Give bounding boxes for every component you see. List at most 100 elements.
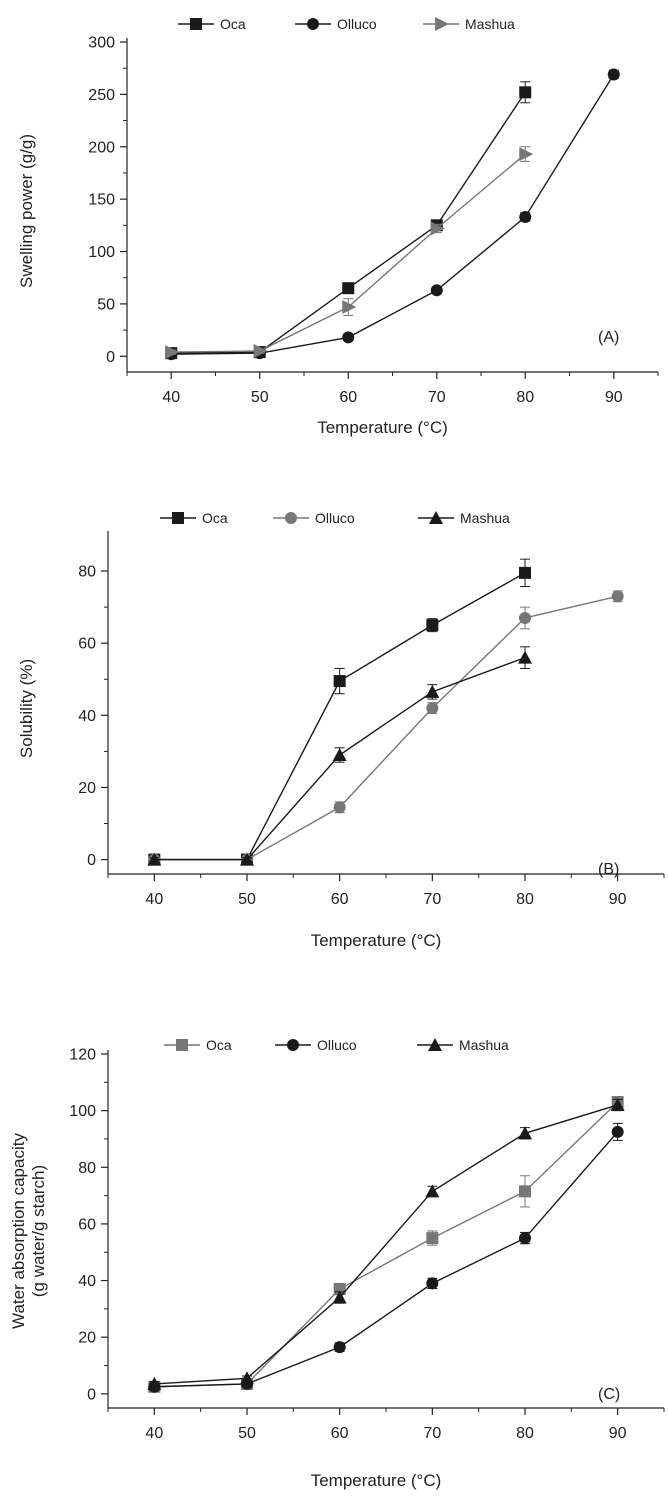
y-tick-label: 150 bbox=[88, 192, 115, 209]
data-point bbox=[518, 650, 532, 664]
legend-entry-olluco: Olluco bbox=[273, 510, 355, 526]
legend-entry-mashua: Mashua bbox=[417, 1037, 509, 1053]
legend-entry-olluco: Olluco bbox=[295, 16, 377, 32]
series-line bbox=[171, 153, 526, 353]
x-tick-label: 90 bbox=[605, 389, 623, 406]
y-tick-label: 50 bbox=[97, 296, 115, 313]
y-tick-label: 100 bbox=[69, 1103, 96, 1120]
y-tick-label: 60 bbox=[78, 636, 96, 653]
series-line bbox=[154, 1131, 619, 1388]
chart-panel-2: 40 50 60 70 80 90 0 20 40 60 80 Temperature (°C) Sol… bbox=[17, 510, 665, 950]
data-point bbox=[333, 801, 346, 814]
data-point bbox=[430, 284, 443, 297]
legend-entry-mashua: Mashua bbox=[423, 16, 515, 32]
data-point bbox=[519, 1232, 531, 1245]
x-tick-label: 50 bbox=[251, 389, 269, 406]
y-tick-label: 0 bbox=[87, 852, 96, 869]
data-point bbox=[425, 1184, 440, 1198]
series-line bbox=[154, 595, 618, 861]
data-point bbox=[240, 852, 254, 866]
series-line bbox=[154, 572, 526, 861]
x-tick-label: 60 bbox=[339, 389, 357, 406]
series-line bbox=[154, 1104, 618, 1385]
x-tick-label: 70 bbox=[423, 891, 441, 908]
data-point bbox=[519, 566, 531, 579]
legend-marker bbox=[172, 512, 184, 524]
y-tick-label: 100 bbox=[88, 244, 115, 261]
y-tick-label: 300 bbox=[88, 35, 115, 52]
data-point bbox=[147, 1376, 162, 1390]
y-axis-title: Swelling power (g/g) bbox=[17, 134, 36, 288]
chart-panel-3: 40 50 60 70 80 90 0 20 40 60 80 100 120 Temperature (… bbox=[9, 1037, 665, 1490]
data-point bbox=[426, 1232, 439, 1245]
data-point bbox=[607, 68, 620, 81]
legend-label: Mashua bbox=[465, 16, 515, 32]
data-point bbox=[332, 747, 347, 761]
x-tick-label: 90 bbox=[609, 1425, 627, 1442]
legend-entry-mashua: Mashua bbox=[418, 510, 510, 526]
x-tick-label: 40 bbox=[162, 389, 180, 406]
data-point bbox=[333, 1341, 346, 1354]
x-tick-label: 60 bbox=[331, 891, 349, 908]
data-point bbox=[342, 300, 357, 315]
legend-label: Mashua bbox=[459, 1037, 509, 1053]
series-olluco bbox=[148, 590, 624, 866]
y-tick-label: 20 bbox=[78, 780, 96, 797]
data-point bbox=[518, 1126, 532, 1140]
y-tick-label: 40 bbox=[78, 708, 96, 725]
data-point bbox=[519, 86, 532, 99]
data-point bbox=[240, 1371, 254, 1385]
y-axis-title-line: (g water/g starch) bbox=[29, 1165, 48, 1297]
y-tick-label: 0 bbox=[87, 1386, 96, 1403]
legend-marker bbox=[428, 1038, 442, 1051]
series-oca bbox=[165, 81, 532, 360]
data-point bbox=[611, 590, 624, 603]
data-point bbox=[430, 221, 445, 236]
data-point bbox=[519, 147, 534, 162]
x-tick-label: 80 bbox=[516, 891, 534, 908]
x-tick-label: 50 bbox=[238, 1425, 256, 1442]
series-oca bbox=[148, 558, 531, 866]
data-point bbox=[611, 1125, 624, 1138]
legend-entry-oca: Oca bbox=[164, 1037, 232, 1053]
data-point bbox=[147, 852, 162, 866]
legend-label: Olluco bbox=[337, 16, 377, 32]
x-tick-label: 40 bbox=[145, 1425, 163, 1442]
panel-label: (C) bbox=[598, 1386, 620, 1403]
x-tick-label: 60 bbox=[331, 1425, 349, 1442]
data-point bbox=[333, 675, 346, 688]
data-point bbox=[342, 331, 355, 344]
data-point bbox=[332, 1290, 347, 1304]
legend-marker bbox=[190, 18, 202, 30]
legend-marker bbox=[307, 18, 319, 30]
series-mashua bbox=[165, 146, 534, 360]
series-olluco bbox=[148, 1122, 624, 1393]
legend-label: Oca bbox=[206, 1037, 232, 1053]
x-axis-title: Temperature (°C) bbox=[317, 418, 448, 437]
x-tick-label: 80 bbox=[516, 1425, 534, 1442]
panel-label: (B) bbox=[598, 861, 619, 878]
data-point bbox=[519, 611, 531, 624]
y-axis-title-line: Water absorption capacity bbox=[9, 1133, 28, 1329]
legend-label: Olluco bbox=[315, 510, 355, 526]
data-point bbox=[519, 1185, 531, 1198]
data-point bbox=[610, 1097, 625, 1111]
x-tick-label: 80 bbox=[516, 389, 534, 406]
y-tick-label: 40 bbox=[78, 1273, 96, 1290]
legend-label: Olluco bbox=[317, 1037, 357, 1053]
series-line bbox=[171, 74, 615, 355]
y-tick-label: 80 bbox=[78, 1160, 96, 1177]
data-point bbox=[165, 345, 180, 360]
legend-marker bbox=[176, 1039, 188, 1051]
data-point bbox=[253, 344, 268, 359]
series-mashua bbox=[147, 1097, 625, 1390]
legend-entry-olluco: Olluco bbox=[275, 1037, 357, 1053]
y-tick-label: 0 bbox=[106, 349, 115, 366]
data-point bbox=[426, 1277, 439, 1290]
data-point bbox=[425, 684, 440, 698]
legend-marker bbox=[285, 512, 297, 524]
panel-label: (A) bbox=[598, 329, 619, 346]
x-axis-title: Temperature (°C) bbox=[311, 1471, 442, 1490]
data-point bbox=[519, 210, 532, 223]
